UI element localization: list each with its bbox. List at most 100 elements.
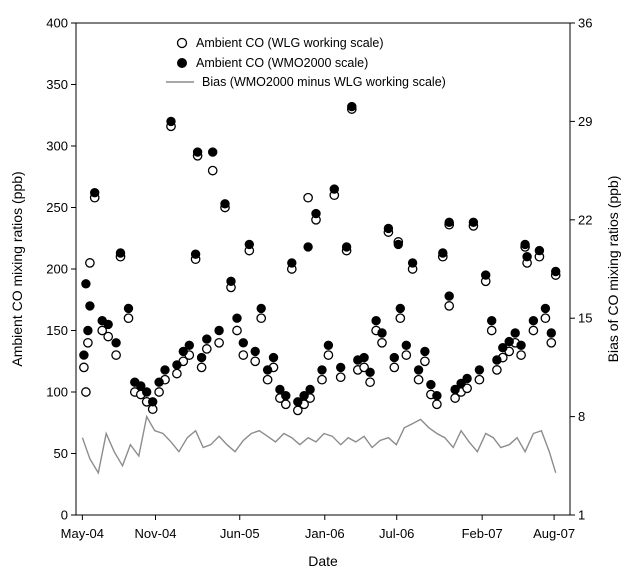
wmo-point <box>395 303 405 314</box>
y-axis-left-title: Ambient CO mixing ratios (ppb) <box>9 171 25 366</box>
wmo-point <box>383 223 394 234</box>
wmo-point <box>232 313 242 323</box>
wmo-point <box>311 208 321 219</box>
wmo-point <box>401 340 411 350</box>
wmo-point <box>462 373 472 384</box>
x-tick-label: Jul-06 <box>379 526 414 541</box>
x-axis-title: Date <box>308 553 338 569</box>
wmo-point <box>178 346 189 357</box>
y-axis-left: 0 50 100 150 200 250 300 350 400 <box>46 16 76 523</box>
x-axis: May-04 Nov-04 Jun-05 Jan-06 Jul-06 Feb-07 Aug-… <box>61 515 575 541</box>
wmo-point <box>510 328 520 338</box>
wlg-point <box>540 313 551 324</box>
wlg-point <box>365 377 375 388</box>
wmo-point <box>413 365 424 375</box>
legend-label-wlg: Ambient CO (WLG working scale) <box>196 36 384 50</box>
wmo-point <box>516 340 526 350</box>
wlg-point <box>486 325 497 336</box>
wmo-point <box>359 352 369 363</box>
wmo-point <box>450 384 460 395</box>
wmo-point <box>365 367 375 377</box>
wmo-point <box>190 249 201 259</box>
wmo-point <box>85 301 95 311</box>
wmo-point <box>520 239 530 250</box>
wlg-point <box>154 387 164 397</box>
wmo-point <box>468 217 479 228</box>
wmo-point <box>534 245 545 256</box>
wmo-point <box>196 352 207 363</box>
wmo-point <box>250 346 260 357</box>
wlg-point <box>207 165 218 176</box>
wlg-point <box>516 350 526 360</box>
x-tick-label: Nov-04 <box>135 526 177 541</box>
x-tick-label: Feb-07 <box>462 526 503 541</box>
y-left-tick-label: 100 <box>46 385 68 400</box>
wmo-point <box>487 316 497 326</box>
wmo-series <box>79 101 561 407</box>
wmo-point <box>208 147 218 157</box>
wmo-point <box>299 391 309 401</box>
wmo-point <box>498 343 508 353</box>
y-left-tick-label: 150 <box>46 323 68 338</box>
wmo-point <box>389 352 399 363</box>
wmo-point <box>371 316 381 326</box>
wmo-point <box>438 248 448 258</box>
wlg-point <box>377 337 387 348</box>
wmo-point <box>444 291 454 301</box>
wmo-point <box>393 239 403 250</box>
y-right-tick-label: 15 <box>578 311 592 326</box>
wmo-point <box>244 239 255 250</box>
wmo-point <box>347 101 357 112</box>
wlg-point <box>317 374 327 385</box>
wmo-point <box>323 340 334 350</box>
wlg-point <box>420 356 430 367</box>
wlg-point <box>462 383 472 394</box>
wmo-point <box>111 338 121 348</box>
y-right-tick-label: 8 <box>578 409 585 424</box>
wlg-point <box>172 368 182 379</box>
x-tick-label: Aug-07 <box>533 526 575 541</box>
wmo-point <box>420 346 430 357</box>
y-left-tick-label: 250 <box>46 200 68 215</box>
wmo-point <box>172 360 182 370</box>
wlg-point <box>250 356 261 367</box>
wlg-point <box>444 301 455 311</box>
wmo-point <box>166 116 176 127</box>
y-left-tick-label: 50 <box>54 446 68 461</box>
wmo-point <box>546 328 556 338</box>
wmo-point <box>305 384 315 395</box>
wmo-point <box>329 184 339 194</box>
wlg-point <box>85 258 95 268</box>
wmo-point <box>79 350 89 360</box>
legend: Ambient CO (WLG working scale) Ambient C… <box>166 36 446 89</box>
wlg-point <box>389 362 400 373</box>
wlg-point <box>79 362 89 373</box>
wmo-point <box>528 316 539 326</box>
wmo-point <box>238 338 249 348</box>
y-axis-right: 1 8 15 22 29 36 <box>570 16 592 523</box>
wmo-point <box>456 378 466 389</box>
wlg-point <box>474 374 485 385</box>
wlg-point <box>97 325 108 336</box>
legend-marker-wmo <box>177 58 187 68</box>
wmo-point <box>522 252 532 262</box>
wmo-point <box>142 387 152 397</box>
wmo-point <box>474 365 485 375</box>
wmo-point <box>226 276 236 286</box>
wmo-point <box>184 340 195 350</box>
wlg-point <box>280 399 291 410</box>
wmo-point <box>551 266 561 277</box>
wlg-point <box>196 362 207 373</box>
wmo-point <box>192 147 203 157</box>
wlg-point <box>432 399 442 410</box>
y-left-tick-label: 400 <box>46 16 68 31</box>
y-right-tick-label: 29 <box>578 114 592 129</box>
wmo-point <box>202 334 212 344</box>
wmo-point <box>303 242 313 252</box>
x-tick-label: Jun-05 <box>220 526 260 541</box>
wlg-point <box>528 325 539 336</box>
wlg-point <box>111 350 121 360</box>
wmo-point <box>275 384 285 395</box>
wlg-point <box>262 374 273 385</box>
wmo-point <box>220 199 230 209</box>
